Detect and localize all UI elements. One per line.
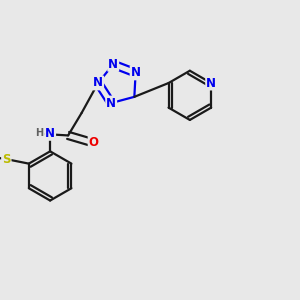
Text: N: N (108, 58, 118, 71)
Text: N: N (45, 127, 55, 140)
Text: H: H (36, 128, 44, 138)
Text: N: N (106, 97, 116, 110)
Text: N: N (93, 76, 103, 89)
Text: O: O (88, 136, 99, 149)
Text: N: N (130, 66, 141, 80)
Text: S: S (2, 153, 10, 166)
Text: N: N (206, 76, 216, 89)
